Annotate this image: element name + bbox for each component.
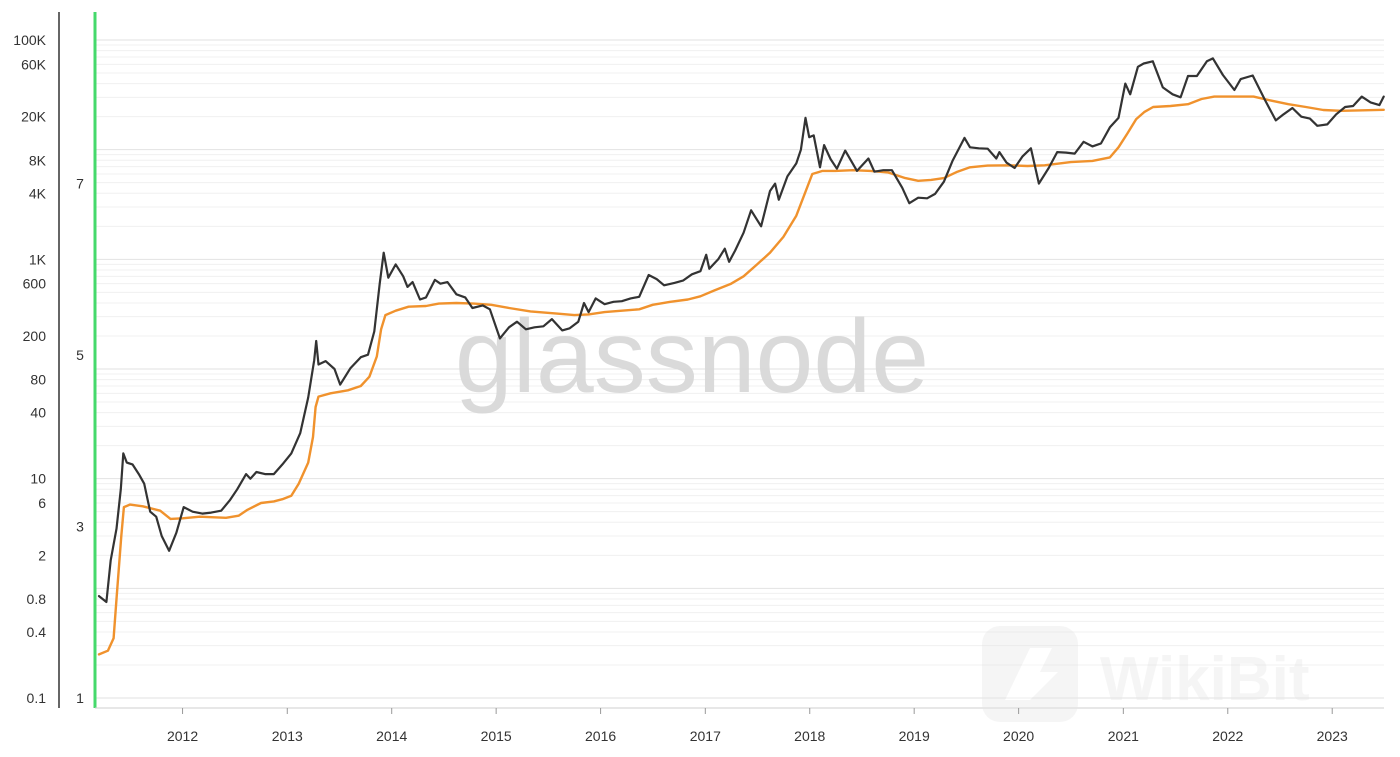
x-tick-label: 2015 xyxy=(481,728,512,744)
price-tick-label: 1K xyxy=(29,251,47,267)
secondary-tick-label: 7 xyxy=(76,176,84,192)
x-tick-label: 2012 xyxy=(167,728,198,744)
price-tick-label: 10 xyxy=(30,471,46,487)
x-tick-label: 2019 xyxy=(899,728,930,744)
price-tick-label: 100K xyxy=(13,32,46,48)
secondary-tick-label: 3 xyxy=(76,519,84,535)
secondary-tick-label: 1 xyxy=(76,690,84,706)
price-tick-label: 20K xyxy=(21,109,47,125)
x-axis-ticks: 2012 2013 2014 2015 2016 2017 2018 2019 2020 2021… xyxy=(167,708,1348,744)
price-tick-label: 600 xyxy=(23,276,47,292)
glassnode-watermark: glassnode xyxy=(455,299,929,415)
price-tick-label: 200 xyxy=(23,328,47,344)
x-tick-label: 2018 xyxy=(794,728,825,744)
x-tick-label: 2022 xyxy=(1212,728,1243,744)
wikibit-watermark: WikiBit xyxy=(982,626,1310,722)
price-tick-label: 0.1 xyxy=(27,690,47,706)
axes xyxy=(58,12,1384,709)
moving-average-series-line xyxy=(97,95,1385,656)
secondary-axis-ticks: 7 5 3 1 xyxy=(76,176,84,706)
wikibit-text: WikiBit xyxy=(1100,645,1310,714)
x-tick-label: 2014 xyxy=(376,728,407,744)
price-tick-label: 60K xyxy=(21,56,47,72)
secondary-tick-label: 5 xyxy=(76,347,84,363)
x-tick-label: 2023 xyxy=(1317,728,1348,744)
x-tick-label: 2020 xyxy=(1003,728,1034,744)
price-tick-label: 8K xyxy=(29,152,47,168)
price-tick-label: 40 xyxy=(30,405,46,421)
price-axis-ticks: 100K 60K 20K 8K 4K 1K 600 200 80 40 10 6 2 0.8 0.4 0.1 xyxy=(13,32,46,706)
price-series-line xyxy=(97,57,1385,604)
price-tick-label: 0.4 xyxy=(27,624,47,640)
price-tick-label: 4K xyxy=(29,185,47,201)
x-tick-label: 2013 xyxy=(272,728,303,744)
price-tick-label: 80 xyxy=(30,372,46,388)
x-tick-label: 2017 xyxy=(690,728,721,744)
wikibit-logo-icon xyxy=(982,626,1078,722)
price-tick-label: 2 xyxy=(38,547,46,563)
wikibit-logo-mark xyxy=(1005,648,1058,700)
x-tick-label: 2016 xyxy=(585,728,616,744)
grid-lines xyxy=(95,39,1384,699)
price-tick-label: 6 xyxy=(38,495,46,511)
price-tick-label: 0.8 xyxy=(27,591,47,607)
series xyxy=(97,57,1385,656)
x-tick-label: 2021 xyxy=(1108,728,1139,744)
